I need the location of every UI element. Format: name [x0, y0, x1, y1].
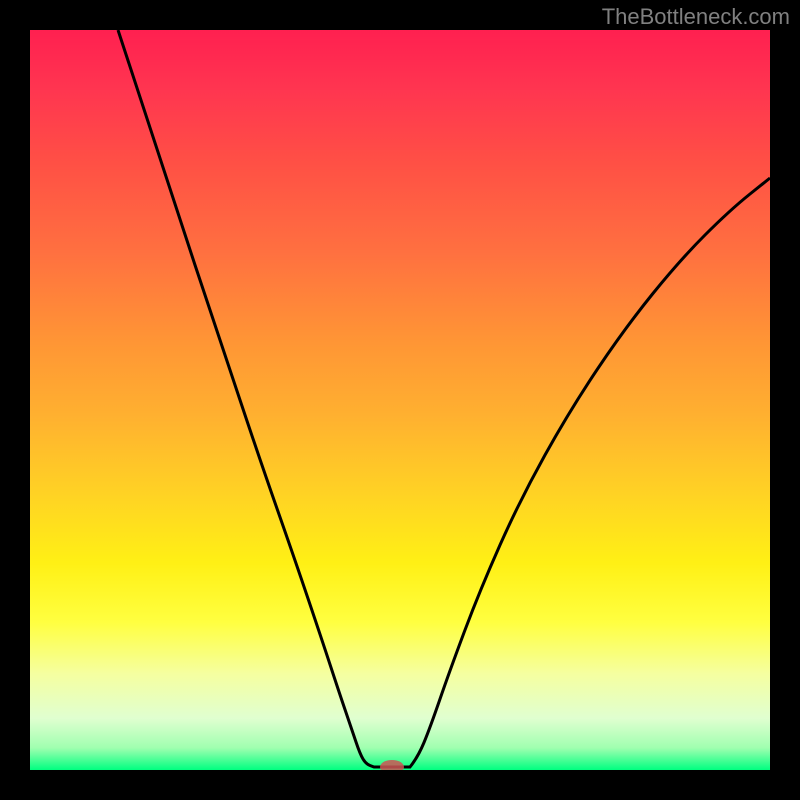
- bottleneck-curve: [30, 30, 770, 770]
- optimal-marker: [380, 760, 404, 770]
- chart-plot-area: [30, 30, 770, 770]
- watermark-text: TheBottleneck.com: [602, 4, 790, 30]
- curve-line: [118, 30, 770, 767]
